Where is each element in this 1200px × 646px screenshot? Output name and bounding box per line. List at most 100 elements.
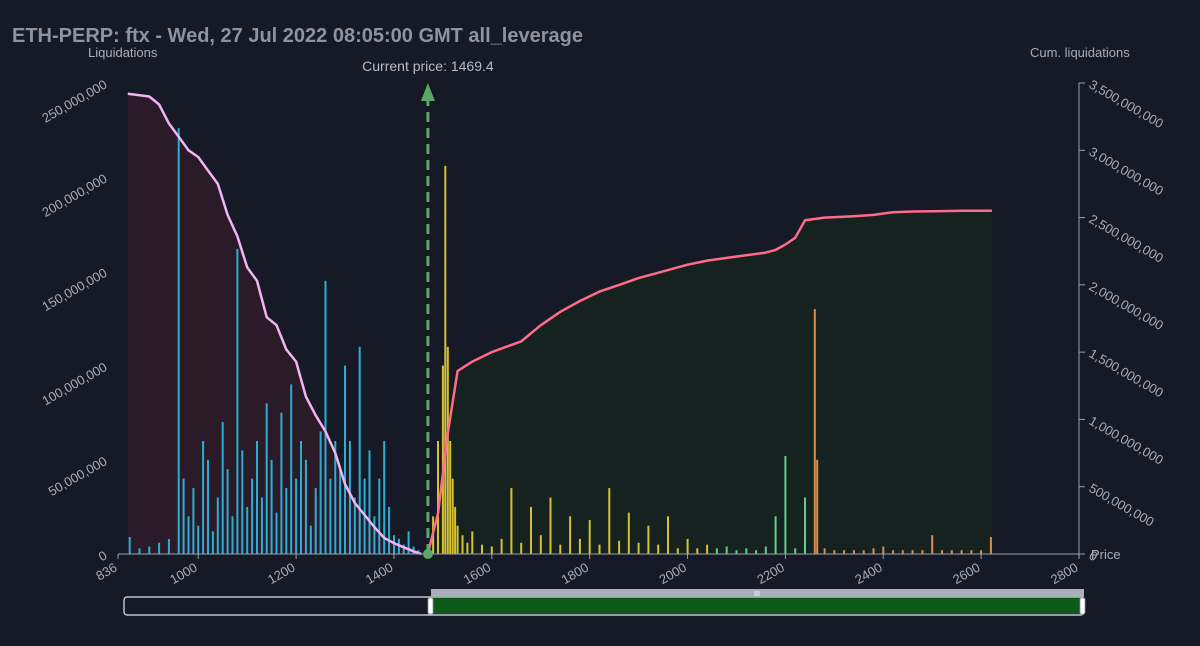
short-liquidation-bar xyxy=(980,550,983,554)
short-liquidation-bar xyxy=(676,548,679,554)
short-liquidation-bar xyxy=(627,512,630,554)
short-liquidation-bar xyxy=(970,550,973,554)
short-liquidation-bar xyxy=(451,478,454,554)
range-slider[interactable]: III xyxy=(123,589,1086,616)
long-liquidation-bar xyxy=(402,544,405,554)
long-liquidation-bar xyxy=(236,248,239,555)
short-liquidation-bar xyxy=(461,535,464,554)
long-liquidation-bar xyxy=(275,512,278,554)
current-price-label: Current price: 1469.4 xyxy=(362,58,494,74)
current-price-dot xyxy=(422,549,433,559)
range-slider-drag-bar[interactable] xyxy=(431,589,1084,597)
short-liquidation-bar xyxy=(794,548,797,554)
range-slider-right-handle[interactable] xyxy=(1079,597,1086,615)
y-left-tick-label: 50,000,000 xyxy=(46,453,110,499)
long-liquidation-bar xyxy=(280,412,283,554)
short-liquidation-bar xyxy=(618,540,621,554)
short-liquidation-bar xyxy=(921,550,924,554)
short-liquidation-bar xyxy=(989,537,992,554)
short-liquidation-bar xyxy=(911,550,914,554)
long-liquidation-bar xyxy=(182,478,185,554)
short-liquidation-bar xyxy=(578,538,581,554)
long-liquidation-bar xyxy=(319,431,322,554)
long-liquidation-bar xyxy=(246,506,249,554)
long-liquidation-bar xyxy=(231,516,234,554)
long-liquidation-bar xyxy=(207,459,209,554)
long-liquidation-bar xyxy=(226,469,229,554)
long-liquidation-bar xyxy=(148,546,151,554)
short-liquidation-bar xyxy=(490,546,493,554)
short-liquidation-bar xyxy=(454,506,457,554)
short-liquidation-bar xyxy=(823,548,826,554)
long-liquidation-bar xyxy=(158,542,161,554)
short-liquidation-bar xyxy=(804,497,806,554)
long-cumulative-line xyxy=(127,92,422,556)
long-liquidation-bar xyxy=(368,450,371,554)
long-liquidation-bar xyxy=(221,422,224,554)
long-liquidation-bar xyxy=(128,537,131,554)
long-liquidation-bar xyxy=(285,488,288,554)
short-liquidation-bar xyxy=(588,520,591,554)
long-liquidation-bar xyxy=(260,497,263,554)
short-liquidation-bar xyxy=(441,365,444,554)
y-right-tick-label: 500,000,000 xyxy=(1086,480,1156,529)
short-liquidation-bar xyxy=(960,550,963,554)
short-liquidation-bar xyxy=(559,544,562,554)
short-cumulative-line xyxy=(426,209,992,555)
current-price-arrow-icon xyxy=(420,83,435,101)
short-liquidation-bar xyxy=(549,497,552,554)
long-liquidation-bar xyxy=(348,441,351,554)
y-right-tick-label: 3,500,000,000 xyxy=(1087,77,1167,132)
x-tick-label: 2000 xyxy=(657,560,690,587)
long-liquidation-bar xyxy=(339,469,342,554)
long-liquidation-bar xyxy=(324,280,327,554)
cumulative-lines xyxy=(127,92,992,556)
short-liquidation-bar xyxy=(449,441,452,554)
long-liquidation-bar xyxy=(192,488,195,554)
y-right-tick-label: 1,500,000,000 xyxy=(1086,346,1166,401)
long-liquidation-bar xyxy=(309,525,312,554)
long-liquidation-bar xyxy=(344,365,346,554)
short-liquidation-bar xyxy=(725,546,728,554)
range-slider-selected-region[interactable] xyxy=(431,598,1083,614)
x-axis-title: Price xyxy=(1091,547,1121,562)
range-slider-left-handle[interactable] xyxy=(427,597,434,615)
x-tick-label: 1600 xyxy=(461,560,494,587)
short-liquidation-bar xyxy=(950,550,953,554)
y-right-tick-label: 1,000,000,000 xyxy=(1086,413,1166,468)
short-liquidation-bar xyxy=(862,550,865,554)
short-liquidation-bar xyxy=(735,550,738,554)
long-liquidation-bar xyxy=(304,459,307,554)
short-liquidation-bar xyxy=(745,548,748,554)
long-liquidation-bar xyxy=(358,346,361,554)
y-left-tick-label: 0 xyxy=(96,548,110,565)
short-liquidation-bar xyxy=(481,544,483,554)
short-liquidation-bar xyxy=(647,525,650,554)
long-liquidation-bar xyxy=(211,531,214,554)
y-left-tick-label: 250,000,000 xyxy=(39,77,109,126)
x-tick-label: 1200 xyxy=(265,560,298,587)
short-liquidation-bar xyxy=(686,538,689,554)
short-liquidation-bar xyxy=(456,525,459,554)
chart-title: ETH-PERP: ftx - Wed, 27 Jul 2022 08:05:0… xyxy=(12,25,583,47)
short-liquidation-bar xyxy=(755,550,758,554)
short-liquidation-bar xyxy=(520,542,523,554)
short-liquidation-bar xyxy=(444,165,447,554)
y-left-tick-label: 100,000,000 xyxy=(39,359,109,408)
long-liquidation-bar xyxy=(334,441,337,554)
short-liquidation-bar xyxy=(852,550,855,554)
range-slider-grip-icon[interactable]: III xyxy=(754,591,760,598)
long-liquidation-bar xyxy=(197,525,200,554)
long-liquidation-bar xyxy=(202,441,205,554)
long-liquidation-bar xyxy=(388,506,391,554)
y-right-axis-title: Cum. liquidations xyxy=(1030,45,1130,60)
short-liquidation-bar xyxy=(446,346,449,554)
y-right-tick-label: 3,000,000,000 xyxy=(1087,144,1167,199)
long-liquidation-bar xyxy=(353,497,356,554)
x-tick-label: 2800 xyxy=(1048,560,1081,587)
short-liquidation-bar xyxy=(530,506,532,554)
current-price-marker: Current price: 1469.4 xyxy=(362,58,494,559)
short-liquidation-bar xyxy=(657,544,660,554)
long-liquidation-bar xyxy=(177,128,180,554)
